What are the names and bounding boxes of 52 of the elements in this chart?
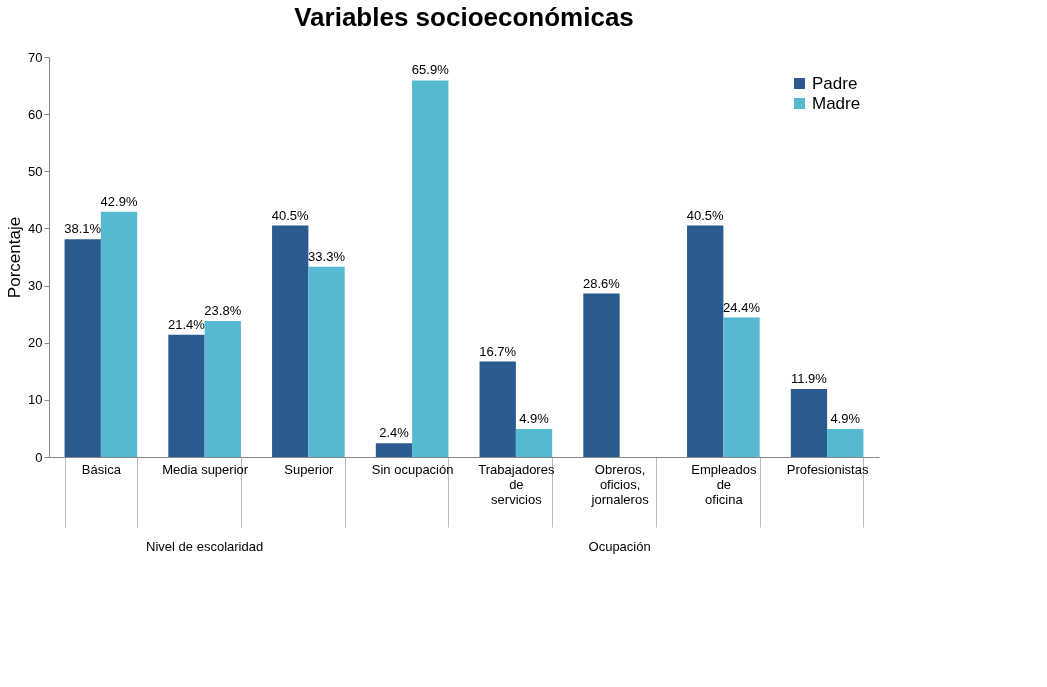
legend-label: Madre: [812, 93, 861, 113]
y-axis-title: Porcentaje: [5, 216, 25, 299]
y-tick-label: 0: [35, 449, 43, 465]
data-label: 40.5%: [271, 207, 310, 223]
bar: [100, 211, 138, 457]
legend-label: Padre: [812, 73, 858, 93]
x-tick-label: Profesionistas: [786, 461, 869, 477]
x-tick-label: Obreros, oficios, jornaleros: [590, 461, 650, 507]
data-label: 4.9%: [519, 411, 550, 426]
bar: [168, 334, 205, 457]
y-tick-label: 60: [28, 106, 43, 122]
bar: [515, 429, 553, 457]
bar: [272, 225, 309, 457]
bar: [687, 225, 724, 457]
bar: [375, 443, 413, 457]
y-tick-label: 40: [28, 220, 43, 236]
y-tick-label: 10: [28, 392, 43, 408]
text: Ocupación: [588, 539, 651, 554]
text: Nivel de escolaridad: [146, 539, 264, 554]
data-label: 23.8%: [204, 303, 242, 318]
bar: [412, 80, 449, 457]
y-tick-label: 20: [28, 335, 43, 351]
data-label: 65.9%: [411, 62, 450, 78]
bar: [827, 429, 864, 457]
y-tick-label: 50: [28, 163, 43, 179]
x-tick-label: Básica: [81, 461, 122, 477]
x-tick-label: Superior: [284, 461, 335, 477]
data-label: 2.4%: [379, 425, 410, 441]
data-label: 24.4%: [723, 299, 761, 315]
bar: [583, 293, 620, 457]
data-label: 33.3%: [308, 248, 346, 264]
data-label: 4.9%: [830, 411, 861, 426]
y-tick-label: 70: [28, 49, 43, 65]
bar: [479, 361, 516, 457]
data-label: 42.9%: [100, 193, 138, 209]
bar: [308, 266, 345, 457]
data-label: 38.1%: [64, 221, 102, 237]
data-label: 11.9%: [791, 371, 828, 386]
data-label: 21.4%: [168, 316, 206, 332]
y-tick-label: 30: [28, 278, 43, 294]
bar: [204, 321, 241, 457]
x-tick-label: Sin ocupación: [371, 461, 454, 477]
chart-title: Variables socioeconómicas: [294, 2, 634, 32]
x-tick-label: Media superior: [162, 461, 249, 477]
x-tick-label: Trabajadores de servicios: [478, 461, 555, 507]
bar: [723, 317, 760, 457]
x-tick-label: Empleados de oficina: [691, 461, 757, 507]
bar: [64, 239, 101, 457]
data-label: 28.6%: [583, 275, 621, 291]
data-label: 40.5%: [686, 207, 725, 223]
data-label: 16.7%: [479, 343, 517, 359]
bar: [790, 389, 828, 457]
